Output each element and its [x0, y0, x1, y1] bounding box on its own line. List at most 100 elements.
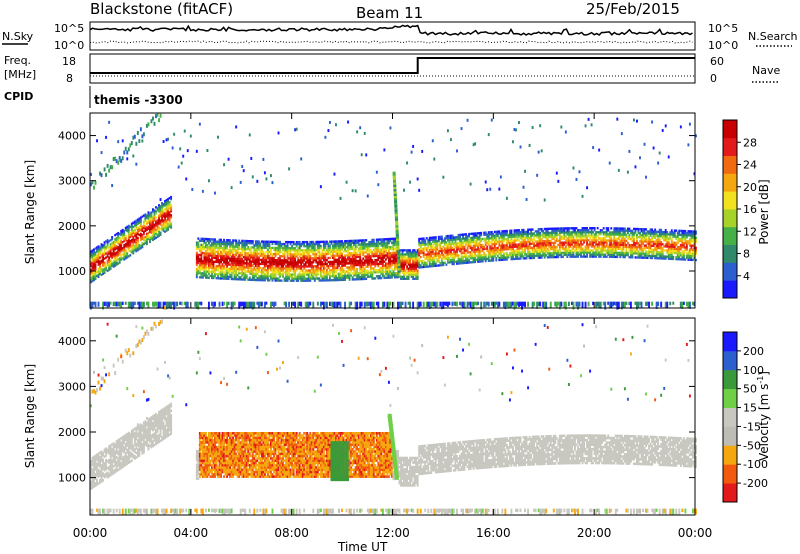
power-cell-708 [164, 216, 167, 219]
power-cell-4038 [505, 231, 508, 235]
power-cell-2554 [350, 258, 353, 261]
power-cell-4438 [551, 247, 554, 251]
power-cell-511 [142, 236, 145, 240]
power-cell-3256 [415, 259, 418, 262]
power-cell-1412 [248, 266, 251, 269]
power-cell-4308 [536, 301, 539, 309]
power-cell-4125 [516, 253, 519, 256]
power-cell-361 [126, 150, 129, 155]
power-cell-470 [138, 245, 141, 249]
power-cell-4155 [519, 251, 522, 254]
power-cell-583 [150, 215, 153, 218]
power-cell-1133 [224, 261, 227, 264]
power-cell-3185 [407, 253, 410, 256]
power-cell-300 [120, 244, 123, 247]
power-cell-3494 [443, 257, 446, 260]
power-cell-2335 [332, 274, 334, 278]
power-cell-1779 [280, 259, 283, 262]
power-cell-2860 [377, 250, 380, 253]
power-cell-925 [206, 250, 209, 253]
power-cell-4743 [586, 243, 589, 246]
power-cell-3137 [403, 273, 405, 276]
power-cell-4687 [580, 251, 582, 254]
power-cell-3036 [392, 241, 395, 245]
power-cell-3045 [394, 263, 396, 267]
power-cell-1314 [239, 253, 242, 257]
power-cell-3210 [410, 263, 413, 266]
power-cell-3464 [439, 243, 442, 247]
power-cell-2618 [356, 278, 359, 281]
power-cell-1433 [250, 256, 253, 259]
power-cell-775 [170, 301, 173, 309]
power-cell-4534 [561, 235, 564, 238]
power-cell-3297 [419, 249, 422, 253]
power-cell-2641 [357, 259, 360, 263]
power-cell-2154 [313, 244, 316, 248]
power-cell-2568 [351, 264, 354, 267]
power-cell-4618 [572, 255, 575, 258]
power-cell-391 [130, 251, 133, 254]
power-cell-543 [145, 214, 148, 217]
power-cell-2061 [306, 257, 309, 260]
power-cell-1138 [224, 251, 227, 254]
power-cell-2600 [354, 272, 357, 275]
power-cell-553 [147, 219, 150, 222]
power-cell-798 [195, 273, 198, 277]
power-cell-4584 [567, 237, 570, 240]
power-cell-736 [167, 222, 170, 225]
power-cell-2403 [336, 248, 339, 251]
power-cell-2987 [387, 241, 390, 245]
power-cell-1088 [220, 238, 222, 242]
power-cell-1470 [253, 254, 256, 257]
power-cell-4794 [592, 239, 595, 242]
power-cell-171 [106, 243, 109, 246]
power-cell-1915 [292, 249, 295, 252]
power-cell-4481 [555, 235, 558, 238]
power-cell-3624 [459, 260, 461, 263]
power-cell-3841 [483, 237, 486, 241]
power-cell-1668 [271, 279, 274, 282]
power-cell-3145 [403, 257, 405, 260]
power-cell-1214 [230, 301, 233, 310]
power-cell-4567 [566, 247, 569, 250]
power-cell-2880 [378, 248, 381, 251]
power-cell-137 [103, 267, 106, 270]
power-cell-2316 [328, 246, 331, 249]
power-cell-1134 [224, 259, 227, 262]
power-cell-3302 [419, 237, 422, 241]
power-cell-2039 [304, 277, 307, 280]
power-cell-3433 [434, 236, 437, 239]
power-cell-1210 [230, 245, 233, 248]
power-cell-3249 [415, 273, 418, 276]
power-cell-489 [139, 224, 142, 227]
power-cell-1290 [238, 265, 241, 269]
power-cell-4265 [531, 248, 534, 251]
power-cell-2771 [368, 240, 371, 244]
power-cell-269 [117, 246, 120, 249]
power-cell-1905 [292, 271, 295, 274]
power-cell-4134 [516, 233, 519, 236]
power-cell-2924 [383, 264, 386, 267]
power-cell-4705 [581, 237, 584, 240]
power-cell-1428 [250, 268, 253, 271]
power-cell-4712 [581, 301, 584, 308]
power-cell-2605 [354, 259, 357, 263]
power-cell-165 [106, 259, 109, 262]
power-cell-4843 [598, 241, 601, 244]
power-cell-2315 [328, 248, 331, 251]
power-cell-496 [141, 245, 144, 249]
power-cell-2358 [333, 266, 336, 270]
power-cell-4625 [572, 237, 575, 240]
power-cell-214 [111, 238, 114, 241]
power-cell-1420 [248, 248, 251, 251]
power-cell-4617 [570, 301, 573, 305]
power-cell-1730 [276, 252, 278, 256]
power-cell-569 [148, 218, 151, 221]
power-cell-1829 [285, 240, 288, 244]
power-cell-2177 [316, 263, 319, 266]
power-cell-3734 [471, 248, 474, 252]
power-cell-1525 [257, 256, 260, 259]
power-cell-4229 [527, 238, 530, 242]
power-cell-1654 [269, 269, 272, 272]
power-cell-3057 [395, 276, 398, 279]
